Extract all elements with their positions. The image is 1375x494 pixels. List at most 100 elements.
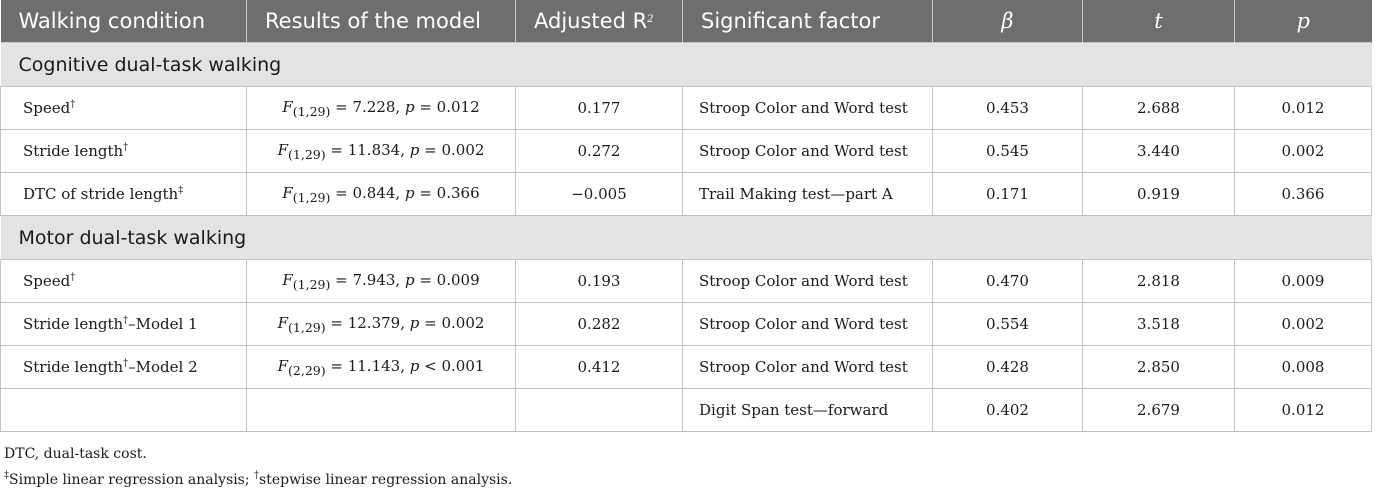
cell-significant-factor: Stroop Color and Word test xyxy=(682,302,933,346)
footnote-simple-text: Simple linear regression analysis; xyxy=(9,472,255,488)
condition-label: Stride length xyxy=(23,315,124,333)
table-row: Digit Span test—forward 0.402 2.679 0.012 xyxy=(0,388,1372,432)
cell-adjusted-r2: 0.272 xyxy=(515,129,683,173)
header-adjusted-r2-label: Adjusted R xyxy=(534,9,648,33)
cell-significant-factor: Stroop Color and Word test xyxy=(682,259,933,303)
header-results-of-model: Results of the model xyxy=(246,0,516,43)
cell-walking-condition: DTC of stride length‡ xyxy=(0,172,247,216)
model-stat: = 12.379, p = 0.002 xyxy=(325,313,485,332)
cell-beta: 0.428 xyxy=(932,345,1083,389)
cell-beta: 0.554 xyxy=(932,302,1083,346)
footnote-mark-dagger: † xyxy=(254,470,260,481)
model-stat: = 7.228, p = 0.012 xyxy=(330,97,480,116)
cell-beta: 0.402 xyxy=(932,388,1083,432)
cell-beta: 0.470 xyxy=(932,259,1083,303)
condition-label: Speed xyxy=(23,99,71,117)
condition-mark: † xyxy=(70,99,76,110)
model-stat: = 7.943, p = 0.009 xyxy=(330,270,480,289)
group-title: Motor dual-task walking xyxy=(0,215,1372,260)
cell-adjusted-r2: 0.412 xyxy=(515,345,683,389)
cell-t: 2.679 xyxy=(1082,388,1235,432)
header-significant-factor: Significant factor xyxy=(682,0,933,43)
table-header-row: Walking condition Results of the model A… xyxy=(0,0,1372,43)
header-walking-condition: Walking condition xyxy=(0,0,247,43)
cell-p: 0.009 xyxy=(1234,259,1372,303)
cell-t: 2.850 xyxy=(1082,345,1235,389)
condition-suffix: –Model 1 xyxy=(128,315,198,333)
model-df: (1,29) xyxy=(288,319,326,335)
header-t-label: t xyxy=(1154,9,1163,33)
model-stat: = 11.143, p < 0.001 xyxy=(325,356,485,375)
cell-walking-condition: Speed† xyxy=(0,259,247,303)
group-header-row: Cognitive dual-task walking xyxy=(0,42,1372,87)
table-row: Stride length†–Model 2 F(2,29) = 11.143, … xyxy=(0,345,1372,389)
condition-mark: † xyxy=(70,272,76,283)
footnote-analysis: ‡Simple linear regression analysis; †ste… xyxy=(4,470,512,488)
footnote-stepwise-text: stepwise linear regression analysis. xyxy=(259,472,513,488)
header-p: p xyxy=(1234,0,1372,43)
cell-model-result: F(1,29) = 12.379, p = 0.002 xyxy=(246,302,516,346)
model-df: (1,29) xyxy=(288,146,326,162)
cell-model-result xyxy=(246,388,516,432)
footnote-mark-double-dagger: ‡ xyxy=(4,470,9,481)
model-df: (1,29) xyxy=(292,276,331,292)
table-row: Stride length† F(1,29) = 11.834, p = 0.00… xyxy=(0,129,1372,173)
cell-significant-factor: Digit Span test—forward xyxy=(682,388,933,432)
cell-significant-factor: Trail Making test—part A xyxy=(682,172,933,216)
cell-model-result: F(1,29) = 7.228, p = 0.012 xyxy=(246,86,516,130)
cell-significant-factor: Stroop Color and Word test xyxy=(682,129,933,173)
cell-adjusted-r2: 0.177 xyxy=(515,86,683,130)
model-df: (1,29) xyxy=(292,103,331,119)
table-row: Speed† F(1,29) = 7.943, p = 0.009 0.193 Str… xyxy=(0,259,1372,303)
group-title: Cognitive dual-task walking xyxy=(0,42,1372,87)
header-p-label: p xyxy=(1296,9,1310,33)
group-header-row: Motor dual-task walking xyxy=(0,215,1372,260)
model-stat: = 0.844, p = 0.366 xyxy=(330,183,480,202)
condition-mark: † xyxy=(123,358,129,369)
condition-mark: † xyxy=(123,315,129,326)
model-f-symbol: F xyxy=(282,183,293,202)
cell-adjusted-r2: −0.005 xyxy=(515,172,683,216)
cell-t: 3.518 xyxy=(1082,302,1235,346)
cell-walking-condition: Speed† xyxy=(0,86,247,130)
cell-walking-condition: Stride length† xyxy=(0,129,247,173)
model-df: (2,29) xyxy=(288,362,326,378)
model-f-symbol: F xyxy=(277,313,289,332)
condition-label: Stride length xyxy=(23,358,124,376)
cell-significant-factor: Stroop Color and Word test xyxy=(682,86,933,130)
cell-p: 0.012 xyxy=(1234,86,1372,130)
cell-beta: 0.545 xyxy=(932,129,1083,173)
condition-mark: † xyxy=(123,142,129,153)
cell-significant-factor: Stroop Color and Word test xyxy=(682,345,933,389)
cell-adjusted-r2 xyxy=(515,388,683,432)
footnote-abbreviation: DTC, dual-task cost. xyxy=(4,446,147,462)
header-adjusted-r2: Adjusted R2 xyxy=(515,0,683,43)
table-row: DTC of stride length‡ F(1,29) = 0.844, p … xyxy=(0,172,1372,216)
model-f-symbol: F xyxy=(282,270,293,289)
cell-walking-condition xyxy=(0,388,247,432)
model-f-symbol: F xyxy=(277,356,289,375)
header-t: t xyxy=(1082,0,1235,43)
header-beta-label: β xyxy=(1001,9,1014,33)
model-f-symbol: F xyxy=(282,97,293,116)
header-adjusted-r2-sup: 2 xyxy=(647,14,654,25)
regression-results-table: Walking condition Results of the model A… xyxy=(0,0,1372,432)
condition-label: DTC of stride length xyxy=(23,185,179,203)
cell-t: 3.440 xyxy=(1082,129,1235,173)
cell-beta: 0.453 xyxy=(932,86,1083,130)
cell-p: 0.002 xyxy=(1234,129,1372,173)
cell-model-result: F(1,29) = 11.834, p = 0.002 xyxy=(246,129,516,173)
table-row: Stride length†–Model 1 F(1,29) = 12.379, … xyxy=(0,302,1372,346)
cell-t: 2.688 xyxy=(1082,86,1235,130)
header-beta: β xyxy=(932,0,1083,43)
cell-model-result: F(1,29) = 0.844, p = 0.366 xyxy=(246,172,516,216)
cell-p: 0.002 xyxy=(1234,302,1372,346)
model-f-symbol: F xyxy=(277,140,289,159)
cell-walking-condition: Stride length†–Model 2 xyxy=(0,345,247,389)
condition-label: Speed xyxy=(23,272,71,290)
model-stat: = 11.834, p = 0.002 xyxy=(325,140,485,159)
cell-walking-condition: Stride length†–Model 1 xyxy=(0,302,247,346)
cell-beta: 0.171 xyxy=(932,172,1083,216)
condition-mark: ‡ xyxy=(178,185,184,196)
cell-adjusted-r2: 0.282 xyxy=(515,302,683,346)
